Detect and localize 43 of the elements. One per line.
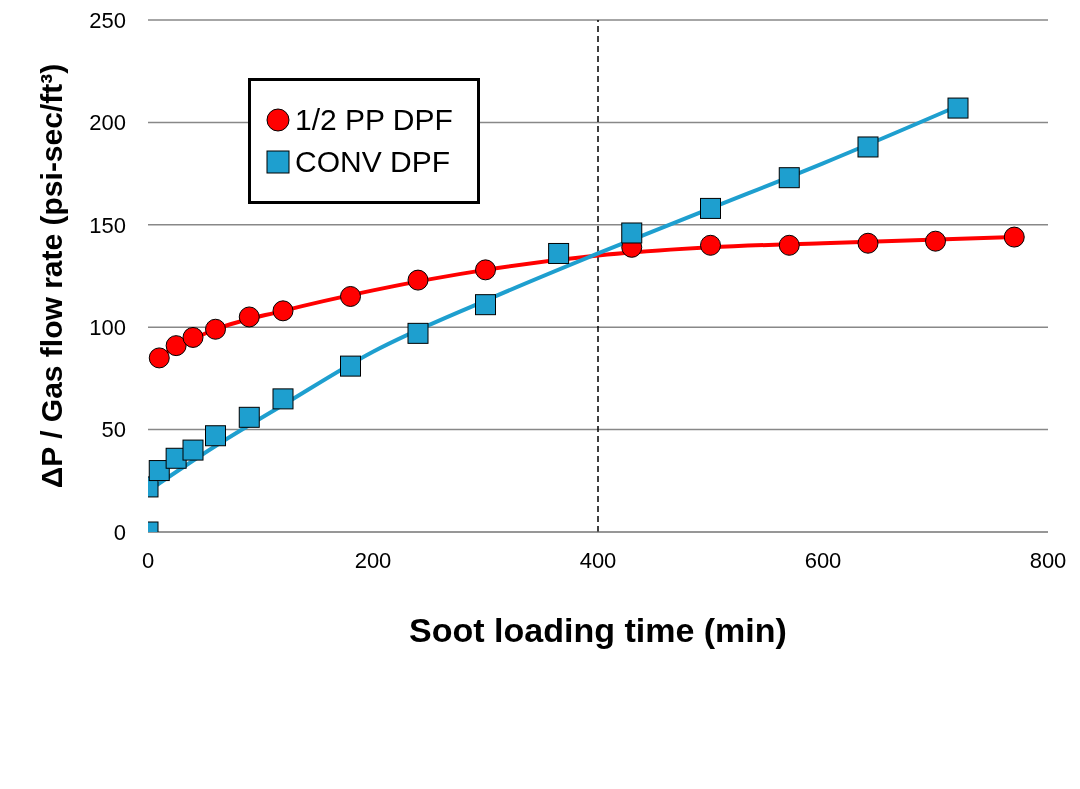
y-tick-label: 150 — [89, 212, 126, 238]
point — [148, 347, 170, 369]
point — [700, 197, 721, 219]
y-tick-label: 250 — [89, 7, 126, 33]
legend-label: 1/2 PP DPF — [295, 103, 453, 137]
y-tick-label: 50 — [101, 417, 126, 443]
point — [340, 285, 361, 307]
point — [1003, 226, 1025, 248]
point — [148, 460, 170, 482]
x-tick-label: 200 — [354, 547, 392, 573]
y-axis-title: ΔP / Gas flow rate (psi-sec/ft³) — [35, 63, 68, 489]
point — [857, 136, 879, 158]
point — [238, 406, 260, 428]
y-tick-label: 200 — [89, 110, 126, 136]
y-tick-label: 100 — [89, 315, 126, 341]
point — [947, 97, 969, 119]
point — [778, 167, 800, 189]
point — [182, 326, 204, 348]
x-axis-title: Soot loading time (min) — [409, 611, 787, 649]
point — [925, 230, 946, 252]
y-tick-label: 0 — [113, 519, 126, 545]
point — [407, 322, 429, 344]
point — [475, 294, 496, 316]
point — [182, 439, 204, 461]
point — [272, 300, 294, 322]
x-tick-label: 800 — [1029, 547, 1067, 573]
point — [621, 222, 643, 244]
point — [857, 232, 879, 254]
point — [340, 355, 361, 377]
point — [205, 425, 226, 447]
x-tick-label: 600 — [804, 547, 842, 573]
point — [205, 318, 226, 340]
point — [475, 259, 496, 281]
x-tick-label: 0 — [141, 547, 155, 573]
point — [238, 306, 260, 328]
legend-label: CONV DPF — [295, 145, 451, 179]
point — [778, 234, 800, 256]
point — [165, 335, 187, 357]
x-tick-label: 400 — [579, 547, 617, 573]
point — [548, 242, 570, 264]
point — [407, 269, 429, 291]
point — [700, 234, 721, 256]
point — [272, 388, 294, 410]
